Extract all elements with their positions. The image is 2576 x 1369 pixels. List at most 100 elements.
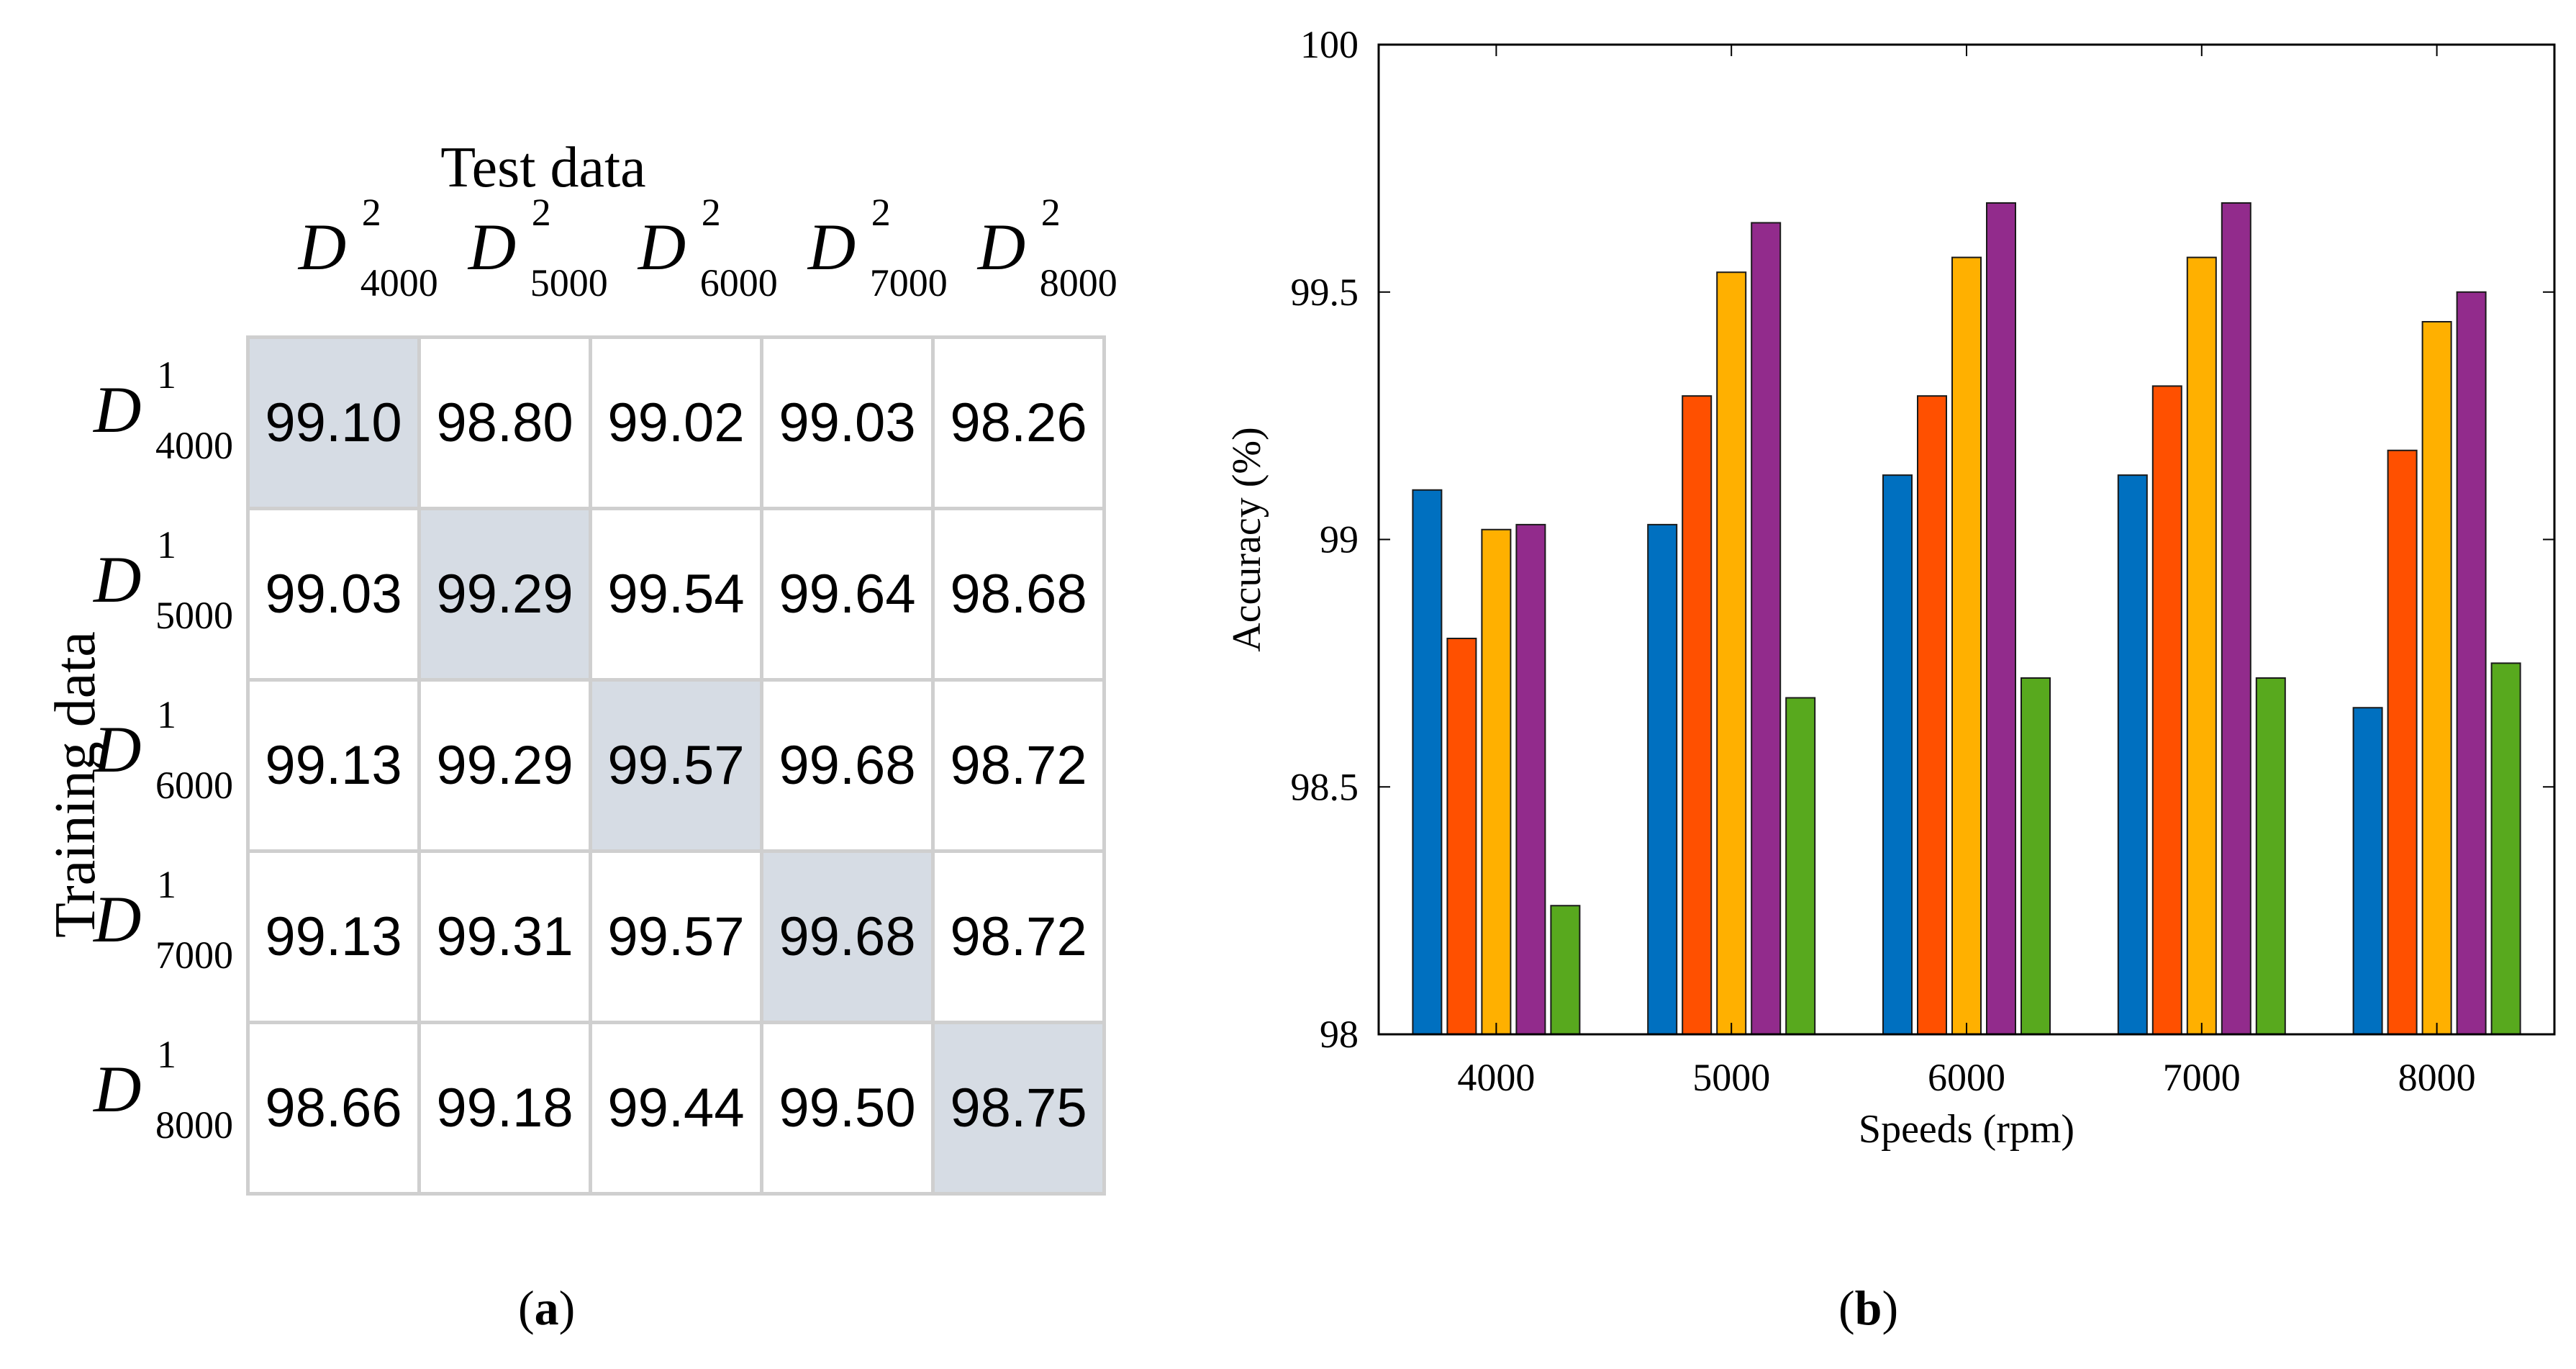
bar-series-4-4000	[1515, 523, 1546, 1035]
bar-series-1-5000	[1647, 523, 1678, 1035]
table-row: 98.66 99.18 99.44 99.50 98.75	[246, 1021, 1106, 1196]
subscript: 6000	[699, 261, 778, 304]
bar-series-1-4000	[1412, 489, 1443, 1035]
accuracy-cell: 99.54	[589, 507, 763, 682]
superscript: 2	[531, 191, 551, 234]
accuracy-cell: 99.44	[589, 1021, 763, 1196]
accuracy-cell: 99.02	[589, 335, 763, 510]
subscript: 4000	[155, 424, 233, 467]
accuracy-bar-chart: 4000 5000 6000 7000 8000 98 98.5 99 99.5 100 Speed…	[1225, 23, 2556, 1152]
accuracy-cell: 99.10	[246, 335, 421, 510]
superscript: 1	[157, 1033, 176, 1076]
superscript: 1	[157, 523, 176, 566]
symbol: D	[94, 713, 142, 786]
x-tick-label: 4000	[1457, 1056, 1535, 1099]
accuracy-cell: 99.03	[246, 507, 421, 682]
x-tick-label: 6000	[1928, 1056, 2005, 1099]
bar-series-5-8000	[2490, 662, 2521, 1035]
bar-series-2-4000	[1446, 638, 1477, 1035]
accuracy-cell: 99.18	[417, 1021, 592, 1196]
table-row: 99.03 99.29 99.54 99.64 98.68	[246, 507, 1106, 682]
plot-frame	[1377, 43, 2556, 1036]
bar-series-4-5000	[1751, 222, 1782, 1035]
accuracy-cell: 99.68	[760, 849, 935, 1024]
subscript: 7000	[869, 261, 948, 304]
accuracy-cell: 99.57	[589, 849, 763, 1024]
bar-series-1-8000	[2352, 707, 2383, 1035]
accuracy-matrix: 99.10 98.80 99.02 99.03 98.26 99.03 99.29 99.54…	[246, 335, 1106, 1196]
x-tick-label: 8000	[2398, 1056, 2476, 1099]
column-header-0: D 2 4000	[237, 191, 438, 304]
accuracy-cell: 98.80	[417, 335, 592, 510]
bar-series-3-5000	[1716, 271, 1747, 1035]
x-tick-label: 7000	[2163, 1056, 2241, 1099]
symbol: D	[638, 210, 686, 284]
caption-a: (a)	[518, 1280, 576, 1335]
panel-a-accuracy-table: Test data D 2 4000 D 2 5000 D 2 6000 D 2 7000 D 2 8000…	[0, 0, 1151, 1369]
bar-series-4-6000	[1986, 202, 2016, 1035]
table-row: 99.13 99.31 99.57 99.68 98.72	[246, 849, 1106, 1024]
subscript: 4000	[360, 261, 438, 304]
subscript: 5000	[530, 261, 608, 304]
table-row: 99.10 98.80 99.02 99.03 98.26	[246, 335, 1106, 510]
superscript: 1	[157, 863, 176, 906]
accuracy-cell: 98.72	[931, 678, 1106, 853]
row-header-0: D 1 4000	[94, 353, 243, 467]
bar-series-1-6000	[1882, 474, 1913, 1035]
bar-series-4-7000	[2221, 202, 2251, 1035]
accuracy-cell: 99.64	[760, 507, 935, 682]
row-header-2: D 1 6000	[94, 693, 243, 807]
subscript: 8000	[155, 1103, 233, 1147]
accuracy-cell: 99.31	[417, 849, 592, 1024]
superscript: 2	[871, 191, 891, 234]
caption-b: (b)	[1838, 1280, 1899, 1335]
superscript: 2	[361, 191, 381, 234]
training-data-title: Training data	[44, 631, 107, 938]
column-header-2: D 2 6000	[577, 191, 778, 304]
x-tick-label: 5000	[1692, 1056, 1770, 1099]
accuracy-cell: 99.57	[589, 678, 763, 853]
bar-series-1-7000	[2117, 474, 2148, 1035]
accuracy-cell: 99.13	[246, 678, 421, 853]
row-header-1: D 1 5000	[94, 523, 243, 637]
column-header-1: D 2 5000	[407, 191, 608, 304]
symbol: D	[94, 882, 142, 956]
y-tick-label: 100	[1300, 23, 1359, 66]
accuracy-cell: 98.68	[931, 507, 1106, 682]
y-tick-label: 98.5	[1291, 765, 1359, 808]
symbol: D	[468, 210, 517, 284]
superscript: 1	[157, 353, 176, 397]
row-header-4: D 1 8000	[94, 1033, 243, 1147]
accuracy-cell: 99.13	[246, 849, 421, 1024]
y-tick-label: 98	[1320, 1013, 1359, 1056]
test-data-title: Test data	[440, 136, 646, 199]
bar-series-3-7000	[2186, 256, 2217, 1035]
subscript: 7000	[155, 934, 233, 977]
accuracy-cell: 98.26	[931, 335, 1106, 510]
symbol: D	[807, 210, 856, 284]
accuracy-cell: 99.03	[760, 335, 935, 510]
bar-series-3-8000	[2421, 321, 2452, 1035]
column-header-4: D 2 8000	[917, 191, 1117, 304]
subscript: 6000	[155, 764, 233, 807]
subscript: 8000	[1039, 261, 1117, 304]
y-tick-label: 99	[1320, 518, 1359, 561]
symbol: D	[977, 210, 1026, 284]
bar-series-2-7000	[2151, 385, 2182, 1035]
accuracy-cell: 99.29	[417, 507, 592, 682]
bar-series-5-6000	[2021, 677, 2051, 1035]
bar-series-2-8000	[2387, 449, 2418, 1035]
superscript: 2	[701, 191, 721, 234]
bar-series-2-5000	[1682, 395, 1713, 1035]
accuracy-cell: 99.50	[760, 1021, 935, 1196]
bar-series-5-4000	[1550, 905, 1581, 1035]
table-row: 99.13 99.29 99.57 99.68 98.72	[246, 678, 1106, 853]
accuracy-cell: 98.66	[246, 1021, 421, 1196]
symbol: D	[94, 1052, 142, 1126]
bar-series-3-6000	[1951, 256, 1982, 1035]
bar-series-2-6000	[1917, 395, 1947, 1035]
y-axis-title: Accuracy (%)	[1225, 427, 1269, 651]
panel-b-accuracy-chart: 4000 5000 6000 7000 8000 98 98.5 99 99.5 100 Speed…	[1151, 0, 2576, 1369]
accuracy-cell: 99.29	[417, 678, 592, 853]
y-tick-label: 99.5	[1291, 271, 1359, 314]
